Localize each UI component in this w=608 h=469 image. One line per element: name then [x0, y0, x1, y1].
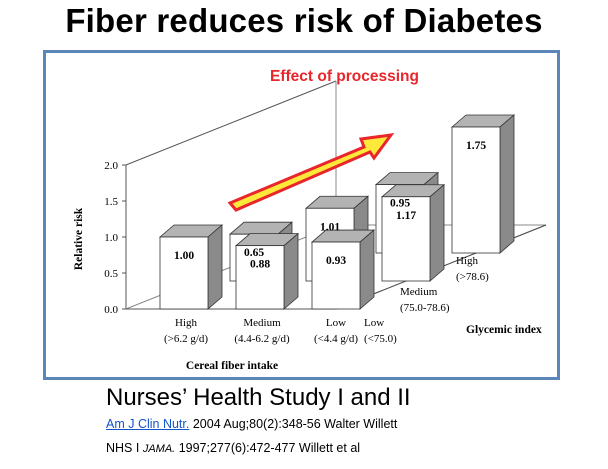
relative-risk-3d-bar-chart: 0.0 0.5 1.0 1.5 2.0 Relative risk 1.75 0.951.17… [73, 68, 547, 372]
chart-bars [158, 114, 516, 310]
bar-value-label: 1.75 [466, 140, 486, 152]
processing-arrow [227, 133, 395, 212]
chart-frame: 0.0 0.5 1.0 1.5 2.0 Relative risk 1.75 0.95 1.17… [43, 50, 560, 380]
citation-nhs-prefix: NHS I [106, 441, 143, 455]
page-title: Fiber reduces risk of Diabetes [65, 2, 543, 39]
x-axis-label: Cereal fiber intake [186, 360, 278, 372]
bar-value-label: 1.01 [320, 221, 340, 233]
x-category-range: (>6.2 g/d) [164, 333, 208, 345]
bar-value-label: 0.93 [326, 255, 346, 267]
bar-value-label: 0.88 [250, 259, 270, 271]
z-category-range: (75.0-78.6) [400, 302, 450, 314]
bar [310, 229, 376, 310]
study-name: Nurses’ Health Study I and II [106, 384, 411, 411]
bar-value-label: 0.95 [390, 198, 410, 210]
citation-line-ajcn: Am J Clin Nutr. 2004 Aug;80(2):348-56 Wa… [106, 417, 397, 431]
bar-front-face [159, 236, 209, 310]
z-category-range: (<75.0) [364, 333, 397, 345]
bar-value-label: 1.17 [396, 210, 416, 222]
citation-jama-journal: JAMA. [142, 443, 176, 455]
x-category-name: Low [326, 317, 346, 329]
bar [450, 114, 516, 254]
y-tick-label: 0.0 [104, 304, 118, 316]
bar-side-face [359, 229, 375, 310]
journal-link[interactable]: Am J Clin Nutr. [106, 417, 190, 431]
x-category-range: (4.4-6.2 g/d) [234, 333, 290, 345]
bar-side-face [499, 114, 515, 254]
bar [380, 183, 446, 282]
x-category-name: Medium [243, 317, 281, 329]
z-category-name: Low [364, 317, 384, 329]
y-tick-label: 1.0 [104, 232, 118, 244]
y-tick-label: 0.5 [104, 268, 118, 280]
z-category-range: (>78.6) [456, 271, 489, 283]
bar-front-face [381, 196, 431, 282]
bar-front-face [451, 126, 501, 254]
x-category-range: (<4.4 g/d) [314, 333, 358, 345]
trend-arrow-icon [227, 133, 395, 212]
z-category-name: Medium [400, 286, 438, 298]
chart-labels: 0.0 0.5 1.0 1.5 2.0 Relative risk 1.75 0.951.17… [73, 140, 542, 372]
bar-value-label: 0.65 [244, 247, 264, 259]
effect-of-processing-annotation: Effect of processing [270, 68, 419, 85]
bar-side-face [429, 183, 445, 282]
x-category-name: High [175, 317, 198, 329]
bar [234, 232, 300, 310]
bar [158, 224, 224, 310]
bar-front-face [311, 241, 361, 310]
citation-jama-details: 1997;277(6):472-477 Willett et al [175, 441, 361, 455]
y-tick-label: 2.0 [104, 160, 118, 172]
bar-side-face [283, 232, 299, 310]
y-axis-label: Relative risk [73, 207, 85, 270]
bar-side-face [207, 224, 223, 310]
citation-line-jama: NHS I JAMA. 1997;277(6):472-477 Willett … [106, 441, 360, 455]
z-category-name: High [456, 255, 479, 267]
bar-front-face [235, 245, 285, 310]
y-tick-label: 1.5 [104, 196, 118, 208]
citation-ajcn-details: 2004 Aug;80(2):348-56 Walter Willett [189, 417, 398, 431]
bar-value-label: 1.00 [174, 250, 194, 262]
z-axis-label: Glycemic index [466, 324, 542, 336]
